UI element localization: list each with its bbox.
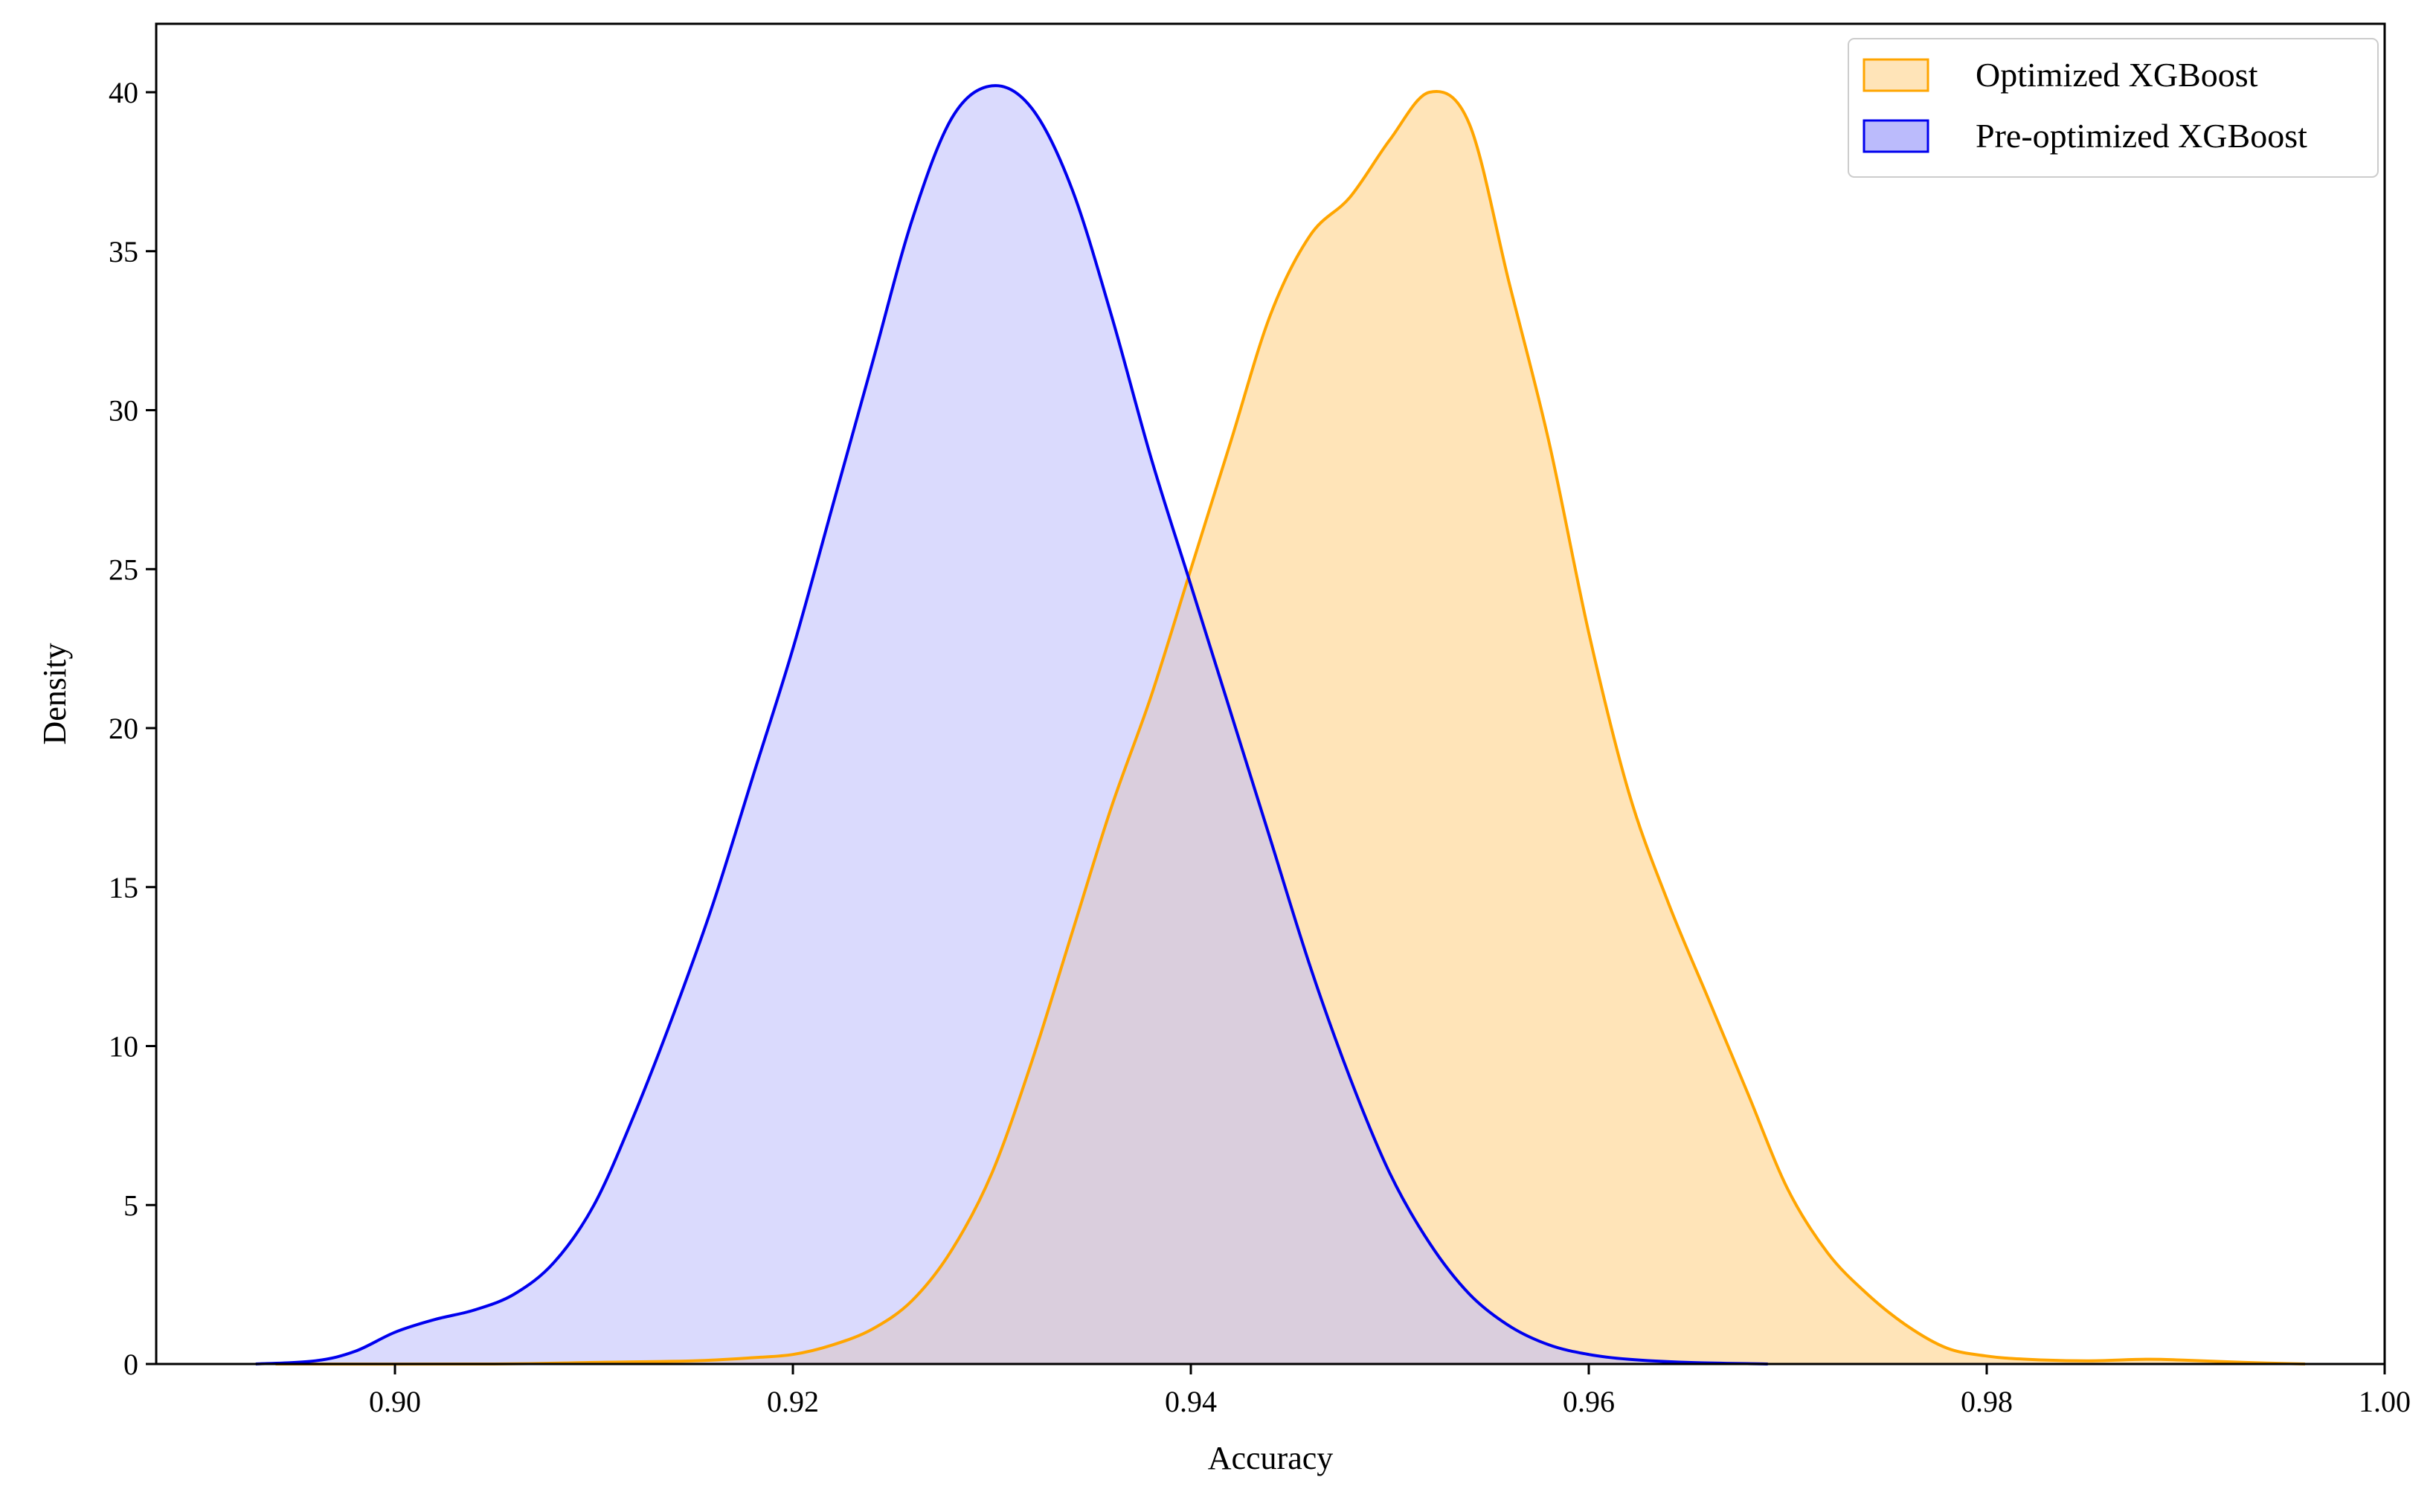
line-optimized [275, 89, 2306, 1366]
x-tick-label: 0.96 [1563, 1385, 1615, 1418]
y-axis: 0 5 10 15 20 25 30 35 40 [109, 76, 156, 1381]
x-tick-label: 0.94 [1165, 1385, 1217, 1418]
y-tick-label: 35 [109, 235, 138, 268]
x-tick-label: 0.92 [767, 1385, 819, 1418]
line-pre-optimized [255, 84, 1768, 1365]
area-optimized [275, 91, 2305, 1365]
legend: Optimized XGBoost Pre-optimized XGBoost [1848, 38, 2379, 178]
y-tick-label: 30 [109, 394, 138, 428]
legend-frame [1848, 38, 2379, 178]
y-tick-label: 10 [109, 1030, 138, 1064]
y-axis-label: Density [36, 643, 73, 745]
y-tick-label: 25 [109, 553, 138, 586]
density-areas [255, 84, 2306, 1366]
x-axis: 0.90 0.92 0.94 0.96 0.98 1.00 [369, 1364, 2411, 1418]
y-tick-label: 15 [109, 871, 138, 904]
area-pre-optimized [255, 86, 1768, 1365]
plot-frame [155, 22, 2386, 1365]
legend-swatch-pre-optimized [1862, 119, 1929, 153]
x-axis-label: Accuracy [1208, 1440, 1334, 1476]
legend-label-pre-optimized: Pre-optimized XGBoost [1976, 117, 2307, 155]
y-tick-label: 20 [109, 712, 138, 745]
y-tick-label: 40 [109, 76, 138, 109]
x-tick-label: 1.00 [2359, 1385, 2411, 1418]
x-tick-label: 0.98 [1961, 1385, 2013, 1418]
legend-label-optimized: Optimized XGBoost [1976, 56, 2258, 94]
y-tick-label: 0 [123, 1348, 138, 1381]
legend-swatch-optimized [1862, 58, 1929, 92]
x-tick-label: 0.90 [369, 1385, 421, 1418]
y-tick-label: 5 [123, 1188, 138, 1222]
